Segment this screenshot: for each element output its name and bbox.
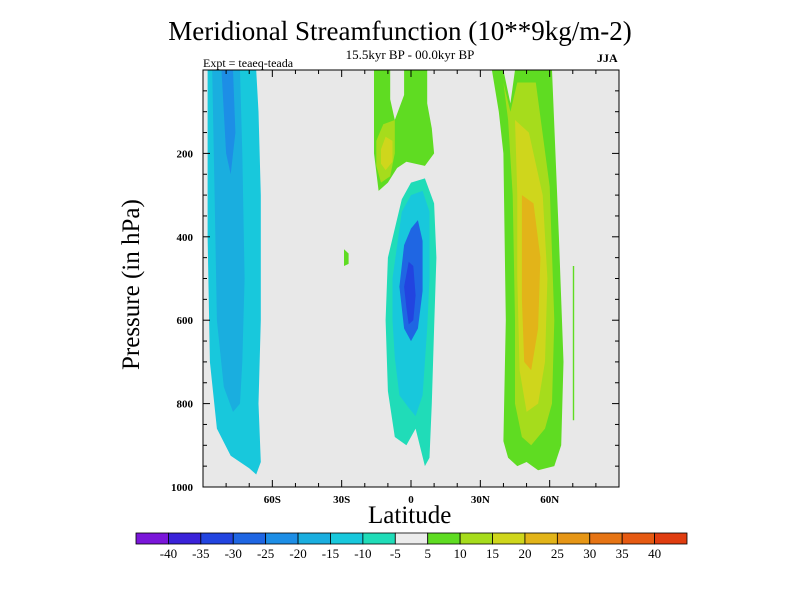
colorbar-label: 20 — [518, 546, 531, 561]
colorbar-box — [232, 532, 267, 545]
colorbar-label: 40 — [648, 546, 661, 561]
colorbar-box — [297, 532, 331, 545]
x-tick-label: 30S — [333, 494, 350, 506]
colorbar-label: -35 — [192, 546, 209, 561]
colorbar-label: 30 — [583, 546, 596, 561]
colorbar-box — [330, 532, 364, 545]
colorbar-box — [492, 532, 526, 545]
colorbar-label: 10 — [454, 546, 467, 561]
x-tick-label: 60N — [540, 494, 559, 506]
y-tick-label: 200 — [177, 148, 194, 160]
colorbar-label: -40 — [160, 546, 177, 561]
colorbar-box — [621, 532, 655, 545]
region-tropical-north-peak — [381, 136, 393, 171]
colorbar-label: 25 — [551, 546, 564, 561]
region-equatorial-peak — [404, 261, 416, 325]
colorbar-label: -25 — [257, 546, 274, 561]
x-tick-label: 30N — [471, 494, 490, 506]
season-label: JJA — [597, 51, 618, 65]
region-sh-polar-core — [212, 70, 245, 412]
y-tick-label: 400 — [177, 232, 194, 244]
experiment-label: Expt = teaeq-teada — [203, 56, 294, 70]
colorbar-box — [427, 532, 461, 545]
colorbar-label: 15 — [486, 546, 499, 561]
region-nh-ferrel-peak — [521, 195, 541, 371]
colorbar-box — [394, 532, 429, 545]
colorbar-box — [589, 532, 623, 545]
colorbar-label: -10 — [354, 546, 371, 561]
colorbar-label: -15 — [322, 546, 339, 561]
chart-subtitle: 15.5kyr BP - 00.0kyr BP — [345, 47, 475, 62]
colorbar-box — [654, 532, 688, 545]
colorbar-label: -20 — [289, 546, 306, 561]
colorbar-box — [362, 532, 396, 545]
x-axis-label: Latitude — [368, 502, 452, 529]
colorbar-label: 5 — [424, 546, 431, 561]
colorbar-box — [459, 532, 493, 545]
y-tick-label: 800 — [177, 399, 194, 411]
region-nh-strip — [572, 266, 575, 421]
colorbar-box — [524, 532, 558, 545]
region-small-positive-blob — [344, 249, 349, 266]
colorbar-box — [556, 532, 591, 545]
colorbar-box — [200, 532, 234, 545]
chart-title: Meridional Streamfunction (10**9kg/m-2) — [168, 16, 632, 46]
colorbar-label: -30 — [225, 546, 242, 561]
colorbar-box — [168, 532, 202, 545]
colorbar-label: -5 — [390, 546, 401, 561]
y-tick-label: 600 — [177, 315, 194, 327]
x-tick-label: 0 — [408, 494, 414, 506]
colorbar-label: 35 — [616, 546, 629, 561]
colorbar-box — [265, 532, 299, 545]
region-sh-polar-inner — [221, 70, 236, 175]
y-tick-label: 1000 — [171, 482, 194, 494]
colorbar-box — [135, 532, 169, 545]
x-tick-label: 60S — [264, 494, 281, 506]
